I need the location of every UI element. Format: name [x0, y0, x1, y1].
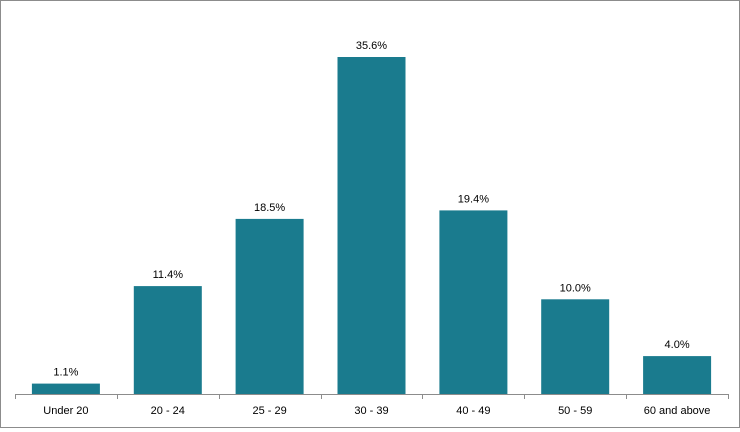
bar [439, 210, 508, 394]
value-label: 35.6% [356, 40, 387, 52]
category-tick-label: 30 - 39 [354, 405, 388, 417]
category-tick-label: Under 20 [43, 405, 88, 417]
bar [643, 356, 712, 394]
value-label: 10.0% [560, 282, 591, 294]
value-label: 11.4% [153, 269, 184, 281]
bar [31, 383, 100, 394]
category-tick-label: 25 - 29 [252, 405, 286, 417]
x-axis: Under 20 20 - 24 25 - 29 30 - 39 40 - 49 50 -… [15, 394, 729, 417]
bar [541, 299, 610, 394]
category-tick-label: 60 and above [644, 405, 711, 417]
bar [133, 286, 202, 394]
value-label: 19.4% [458, 193, 489, 205]
bar [235, 218, 304, 394]
value-labels-layer: 1.1% 11.4% 18.5% 35.6% 19.4% 10.0% 4.0% [53, 40, 689, 379]
category-tick-label: 50 - 59 [558, 405, 592, 417]
value-label: 4.0% [665, 339, 690, 351]
value-label: 18.5% [254, 202, 285, 214]
bars-layer [31, 57, 712, 394]
category-tick-label: 20 - 24 [151, 405, 185, 417]
category-tick-label: 40 - 49 [456, 405, 490, 417]
bar [337, 57, 406, 394]
value-label: 1.1% [53, 367, 78, 379]
